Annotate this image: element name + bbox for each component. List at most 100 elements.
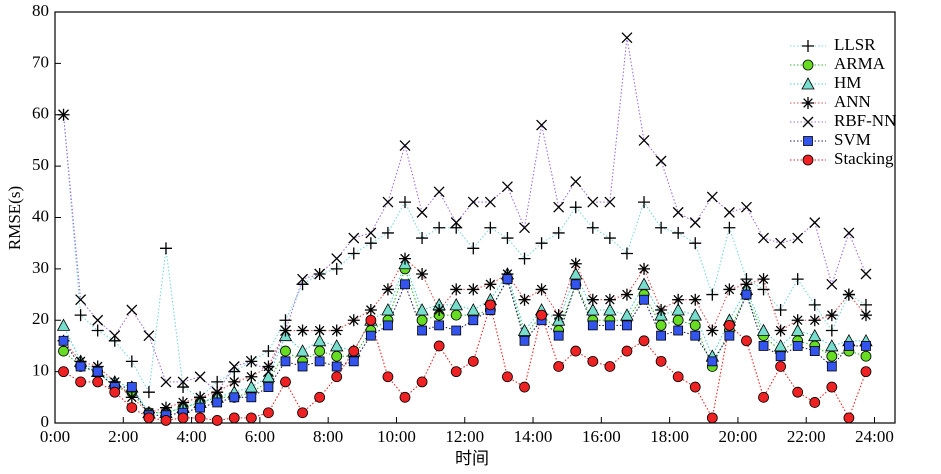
y-tick-label: 10 — [32, 361, 49, 380]
point — [364, 237, 377, 250]
point — [433, 186, 445, 198]
y-tick-label: 20 — [32, 309, 49, 328]
point — [263, 382, 274, 392]
point — [723, 221, 736, 234]
legend-label: ANN — [834, 92, 871, 111]
point — [552, 226, 565, 239]
y-tick-label: 60 — [32, 104, 49, 123]
point — [758, 341, 769, 351]
point — [245, 370, 258, 383]
point — [808, 328, 822, 342]
point — [672, 293, 685, 306]
point — [535, 237, 548, 250]
legend-label: ARMA — [834, 54, 886, 73]
point — [519, 222, 530, 234]
point — [109, 386, 121, 398]
point — [723, 206, 735, 218]
series-line — [62, 114, 867, 398]
point — [450, 221, 463, 234]
x-tick-label: 8:00 — [313, 427, 343, 446]
point — [365, 227, 377, 239]
point — [381, 226, 394, 239]
point — [228, 365, 241, 378]
point — [552, 309, 565, 322]
point — [826, 361, 837, 372]
point — [501, 268, 514, 281]
point — [126, 402, 138, 413]
point — [689, 319, 701, 331]
point — [672, 371, 684, 383]
point — [518, 252, 531, 265]
x-tick-label: 4:00 — [176, 427, 206, 446]
point — [688, 308, 702, 321]
point — [348, 356, 359, 367]
point — [433, 303, 446, 316]
point — [416, 232, 429, 245]
point — [484, 196, 496, 208]
point — [296, 324, 309, 337]
point — [177, 412, 189, 424]
point — [365, 314, 377, 326]
legend-marker — [803, 136, 813, 146]
point — [791, 273, 804, 286]
point — [775, 237, 787, 249]
point — [467, 355, 479, 367]
point — [92, 366, 103, 377]
point — [399, 140, 411, 152]
point — [331, 361, 342, 372]
point — [536, 119, 548, 131]
point — [177, 381, 190, 394]
point — [501, 181, 513, 193]
point — [280, 356, 291, 367]
point — [74, 355, 87, 368]
y-axis-label: RMSE(s) — [5, 186, 24, 250]
point — [656, 330, 666, 341]
point — [723, 283, 736, 296]
legend-marker — [802, 116, 814, 128]
point — [740, 278, 753, 291]
point — [297, 361, 308, 372]
point — [757, 273, 770, 286]
point — [433, 221, 446, 234]
x-tick-label: 18:00 — [650, 427, 689, 446]
point — [570, 345, 582, 357]
point — [809, 217, 821, 229]
point — [381, 303, 395, 316]
point — [212, 397, 223, 408]
point — [263, 407, 274, 419]
point — [177, 396, 190, 409]
point — [126, 304, 138, 316]
x-axis-label: 时间 — [455, 449, 489, 468]
point — [638, 196, 651, 209]
point — [451, 325, 462, 336]
point — [672, 206, 684, 218]
point — [603, 232, 616, 245]
point — [484, 299, 496, 311]
point — [774, 324, 787, 337]
x-tick-label: 20:00 — [719, 427, 758, 446]
x-tick-label: 2:00 — [108, 427, 138, 446]
point — [671, 303, 685, 316]
point — [553, 201, 565, 213]
point — [706, 324, 719, 337]
point — [433, 340, 445, 352]
point — [296, 278, 309, 291]
point — [620, 308, 634, 321]
point — [108, 334, 121, 347]
point — [314, 268, 326, 280]
point — [706, 412, 718, 424]
point — [297, 407, 308, 419]
point — [279, 314, 292, 327]
point — [774, 303, 787, 316]
point — [92, 376, 104, 388]
legend-label: RBF-NN — [834, 111, 896, 130]
point — [758, 232, 769, 244]
point — [569, 201, 582, 214]
point — [706, 191, 718, 203]
point — [689, 217, 701, 229]
point — [211, 415, 223, 426]
point — [843, 227, 855, 239]
point — [347, 247, 360, 260]
point — [449, 298, 463, 311]
